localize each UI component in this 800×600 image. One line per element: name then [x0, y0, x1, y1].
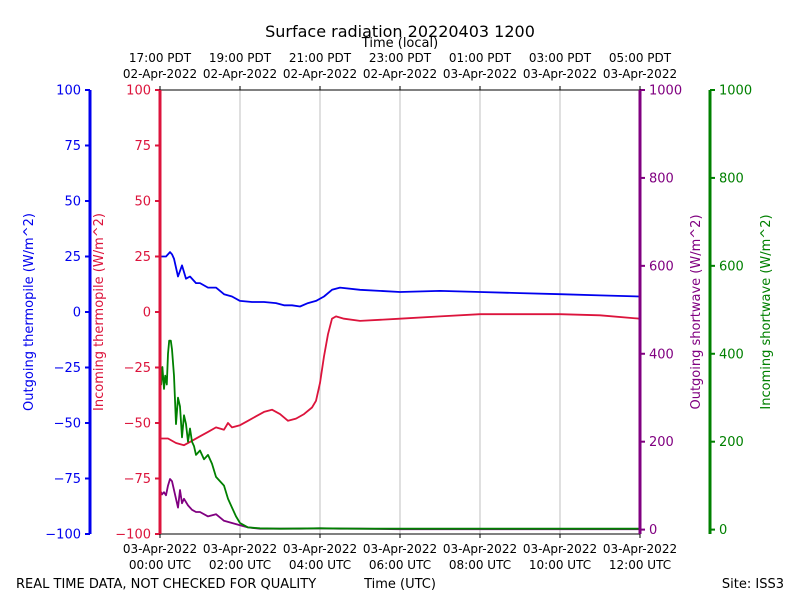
- top-axis-label: Time (local): [361, 36, 438, 51]
- y-tick-label: 200: [649, 435, 674, 450]
- y-tick-label: −100: [45, 528, 81, 543]
- x-tick-label-time: 06:00 UTC: [369, 558, 431, 572]
- x-tick-label-time: 02:00 UTC: [209, 558, 271, 572]
- y-tick-label: 50: [64, 195, 81, 210]
- top-tick-label-date: 03-Apr-2022: [443, 67, 517, 81]
- top-tick-label-date: 02-Apr-2022: [363, 67, 437, 81]
- y-tick-label: 400: [649, 347, 674, 362]
- top-tick-label-time: 21:00 PDT: [289, 51, 352, 65]
- top-tick-label-time: 03:00 PDT: [529, 51, 592, 65]
- series-line-incoming-shortwave: [159, 339, 640, 530]
- y-tick-label: 75: [134, 139, 151, 154]
- y-tick-label: 25: [134, 250, 151, 265]
- x-tick-label-date: 03-Apr-2022: [283, 542, 357, 556]
- top-tick-label-time: 01:00 PDT: [449, 51, 512, 65]
- y-tick-label: 800: [719, 171, 744, 186]
- x-tick-label-time: 00:00 UTC: [129, 558, 191, 572]
- top-tick-label-time: 19:00 PDT: [209, 51, 272, 65]
- y-tick-label: 50: [134, 195, 151, 210]
- y-tick-label: 200: [719, 435, 744, 450]
- top-tick-label-date: 02-Apr-2022: [123, 67, 197, 81]
- y-tick-label: 1000: [719, 84, 752, 99]
- y-tick-label: 75: [64, 139, 81, 154]
- x-tick-label-time: 08:00 UTC: [449, 558, 511, 572]
- x-tick-label-date: 03-Apr-2022: [603, 542, 677, 556]
- series-line-incoming-thermopile: [160, 313, 641, 447]
- top-tick-label-date: 03-Apr-2022: [603, 67, 677, 81]
- x-tick-label-date: 03-Apr-2022: [523, 542, 597, 556]
- y-tick-label: 0: [649, 523, 657, 538]
- incoming-shortwave-axis-label: Incoming shortwave (W/m^2): [759, 214, 774, 409]
- top-tick-label-date: 02-Apr-2022: [203, 67, 277, 81]
- x-tick-label-date: 03-Apr-2022: [363, 542, 437, 556]
- incoming-thermopile-axis-label: Incoming thermopile (W/m^2): [92, 213, 107, 411]
- series-line-outgoing-thermopile: [160, 251, 641, 308]
- top-tick-label-date: 02-Apr-2022: [283, 67, 357, 81]
- chart-title: Surface radiation 20220403 1200: [265, 22, 535, 41]
- x-tick-label-time: 10:00 UTC: [529, 558, 591, 572]
- x-axes: 03-Apr-2022 00:00 UTC 03-Apr-2022 02:00 UTC…: [123, 51, 677, 572]
- outgoing-shortwave-axis-label: Outgoing shortwave (W/m^2): [689, 214, 704, 409]
- top-tick-label-time: 05:00 PDT: [609, 51, 672, 65]
- y-tick-label: 600: [649, 259, 674, 274]
- y-tick-label: 25: [64, 250, 81, 265]
- y-tick-label: 600: [719, 259, 744, 274]
- quality-disclaimer: REAL TIME DATA, NOT CHECKED FOR QUALITY: [16, 577, 316, 592]
- grid-lines: [239, 90, 561, 534]
- x-tick-label-time: 12:00 UTC: [609, 558, 671, 572]
- y-tick-label: −25: [54, 361, 81, 376]
- y-tick-label: 0: [719, 523, 727, 538]
- y-tick-label: −50: [54, 417, 81, 432]
- x-tick-label-date: 03-Apr-2022: [443, 542, 517, 556]
- y-tick-label: 800: [649, 171, 674, 186]
- y-tick-label: 0: [143, 306, 151, 321]
- y-tick-label: 100: [56, 84, 81, 99]
- outgoing-thermopile-axis-label: Outgoing thermopile (W/m^2): [22, 213, 37, 411]
- site-label: Site: ISS3: [722, 577, 784, 592]
- y-tick-label: −100: [115, 528, 151, 543]
- y-tick-label: −25: [124, 361, 151, 376]
- y-tick-label: −75: [124, 472, 151, 487]
- y-tick-label: −50: [124, 417, 151, 432]
- y-tick-label: 100: [126, 84, 151, 99]
- top-tick-label-date: 03-Apr-2022: [523, 67, 597, 81]
- y-tick-label: 1000: [649, 84, 682, 99]
- x-tick-label-time: 04:00 UTC: [289, 558, 351, 572]
- x-axis-label: Time (UTC): [363, 577, 436, 592]
- y-tick-label: −75: [54, 472, 81, 487]
- x-tick-label-date: 03-Apr-2022: [203, 542, 277, 556]
- series-lines: [159, 251, 641, 531]
- x-tick-label-date: 03-Apr-2022: [123, 542, 197, 556]
- y-tick-label: 400: [719, 347, 744, 362]
- y-axes: −100 −75 −50 −25 0 25 50 75 100 Outgoing thermopi…: [22, 84, 774, 543]
- y-tick-label: 0: [73, 306, 81, 321]
- top-tick-label-time: 17:00 PDT: [129, 51, 192, 65]
- top-tick-label-time: 23:00 PDT: [369, 51, 432, 65]
